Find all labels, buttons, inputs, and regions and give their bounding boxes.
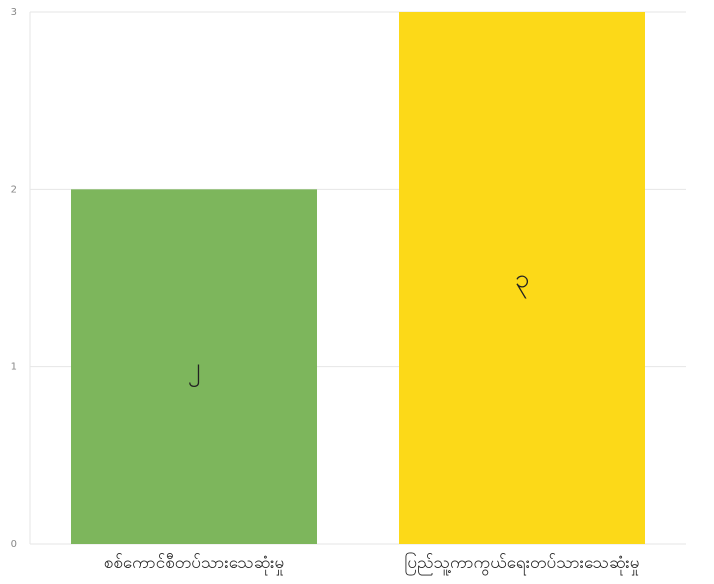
x-category-label-1: စစ်ကောင်စီတပ်သားသေဆုံးမှု [104, 553, 284, 576]
x-axis-labels: စစ်ကောင်စီတပ်သားသေဆုံးမှု ပြည်သူ့ကာကွယ်ရေ… [104, 551, 640, 576]
bars [71, 12, 645, 545]
bar-value-labels: ၂၃ [188, 264, 530, 388]
bar-2 [399, 12, 645, 544]
bar-1 [71, 189, 317, 545]
y-axis-ticks: 0 1 2 3 [11, 7, 17, 550]
bar-value-label-2: ၃ [515, 264, 530, 299]
y-tick-label-2: 2 [11, 184, 17, 195]
y-tick-label-3: 3 [11, 7, 17, 18]
y-tick-label-0: 0 [11, 539, 17, 550]
y-tick-label-1: 1 [11, 362, 17, 373]
bar-value-label-1: ၂ [188, 353, 201, 388]
x-category-label-2: ပြည်သူ့ကာကွယ်ရေးတပ်သားသေဆုံးမှု [405, 551, 640, 576]
